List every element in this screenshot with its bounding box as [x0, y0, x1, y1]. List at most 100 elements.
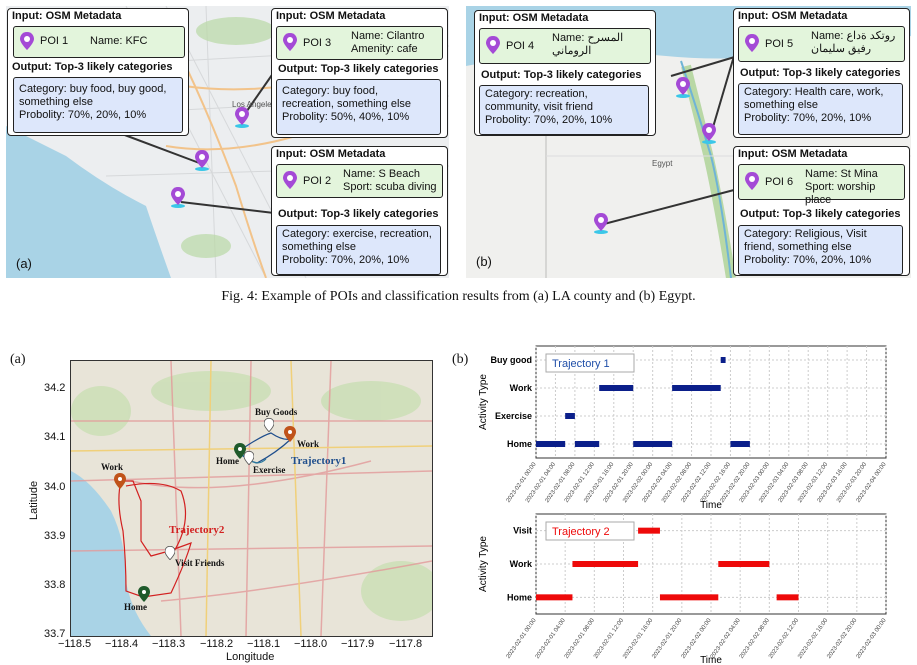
poi5-input-box: POI 5 Name: روتكد ةداع رفيق سليمان — [738, 26, 905, 62]
x-tick-label: 2023-02-01 12:00 — [593, 617, 625, 660]
x-tick-label: 2023-02-02 20:00 — [826, 617, 858, 660]
poi2-output-box: Category: exercise, recreation, somethin… — [276, 225, 441, 275]
x-tick-label: 2023-02-02 04:00 — [710, 617, 742, 660]
gantt-bar — [718, 561, 770, 567]
poi1-output-line: Probolity: 70%, 20%, 10% — [19, 109, 147, 121]
poi3-output-line: Category: buy food, — [282, 85, 379, 97]
poi6-output-line: Probolity: 70%, 20%, 10% — [744, 254, 872, 266]
poi-pin-icon — [486, 36, 500, 54]
fig5-map-plot: Buy Goods Work Home Exercise Trajectory1… — [70, 360, 433, 637]
x-axis-label: Time — [700, 500, 722, 510]
legend-box — [545, 353, 635, 373]
poi1-name: Name: KFC — [90, 35, 148, 47]
label-home-2: Home — [124, 602, 147, 612]
legend-title: Trajectory 2 — [552, 526, 610, 538]
home-pin-icon-2 — [138, 586, 150, 602]
label-trajectory1: Trajectory1 — [291, 455, 347, 467]
ytick: 34.0 — [44, 481, 66, 493]
poi3-label: POI 3 — [303, 37, 332, 49]
map-pin-icon-poi1 — [195, 150, 209, 171]
poi3-input-header: Input: OSM Metadata — [276, 10, 386, 22]
y-tick-label: Exercise — [495, 411, 532, 421]
poi6-name-line: Name: St Mina — [805, 168, 878, 180]
poi5-name-line: Name: روتكد ةداع — [811, 30, 896, 42]
gantt-bar — [574, 441, 600, 447]
poi5-output-line: Probolity: 70%, 20%, 10% — [744, 112, 872, 124]
la-map-art — [6, 6, 449, 278]
y-axis-label: Activity Type — [478, 536, 489, 592]
label-work-1: Work — [297, 439, 320, 449]
x-tick-label: 2023-02-01 08:00 — [564, 617, 596, 660]
label-work-2: Work — [101, 462, 124, 472]
poi-pin-icon — [20, 32, 34, 50]
poi6-input-box: POI 6 Name: St Mina Sport: worship place — [738, 164, 905, 206]
figure4-caption: Fig. 4: Example of POIs and classificati… — [221, 289, 696, 304]
xtick: −118.1 — [247, 638, 281, 650]
x-tick-label: 2023-02-01 20:00 — [651, 617, 683, 660]
work-pin-icon-1 — [284, 426, 296, 442]
poi6-name: Name: St Mina Sport: worship place — [805, 168, 904, 207]
poi-pin-icon — [745, 34, 759, 52]
gantt-bar — [565, 413, 575, 419]
x-tick-label: 2023-02-03 00:00 — [856, 617, 888, 660]
y-tick-label: Home — [507, 439, 532, 449]
poi3-input-box: POI 3 Name: Cilantro Amenity: cafe — [276, 26, 443, 60]
poi-pin-icon — [283, 33, 297, 51]
xtick: −118.0 — [294, 638, 328, 650]
poi4-card: Input: OSM Metadata POI 4 Name: المسرح ا… — [474, 10, 656, 136]
poi4-name-line: الروماني — [552, 45, 592, 57]
fig5a-ylabel: Latitude — [28, 480, 40, 520]
poi5-output-header: Output: Top-3 likely categories — [740, 67, 901, 79]
poi2-output-line: something else — [282, 241, 356, 253]
fig5a-xlabel: Longitude — [226, 651, 275, 663]
poi2-name-line: Name: S Beach — [343, 168, 421, 180]
poi5-label: POI 5 — [765, 38, 794, 50]
poi3-output-line: recreation, something else — [282, 98, 412, 110]
poi5-output-line: Category: Health care, work, — [744, 86, 884, 98]
fig5-map-art — [71, 361, 432, 636]
poi-pin-icon — [283, 171, 297, 189]
poi1-input-header: Input: OSM Metadata — [12, 10, 122, 22]
poi2-output-line: Category: exercise, recreation, — [282, 228, 432, 240]
poi3-name-line: Name: Cilantro — [351, 30, 425, 42]
fig5-tag-b: (b) — [452, 352, 469, 367]
x-tick-label: 2023-02-02 16:00 — [797, 617, 829, 660]
la-map-city-label: Los Angeles — [232, 100, 276, 109]
poi6-card: Input: OSM Metadata POI 6 Name: St Mina … — [733, 146, 910, 276]
legend-box — [545, 521, 635, 541]
x-tick-label: 2023-02-01 00:00 — [506, 617, 538, 660]
poi3-output-box: Category: buy food, recreation, somethin… — [276, 79, 441, 135]
poi2-output-header: Output: Top-3 likely categories — [278, 208, 439, 220]
poi2-input-header: Input: OSM Metadata — [276, 148, 386, 160]
gantt-bar — [776, 594, 799, 601]
x-tick-label: 2023-02-01 04:00 — [535, 617, 567, 660]
poi4-output-line: community, visit friend — [485, 101, 593, 113]
poi5-name-line: رفيق سليمان — [811, 43, 872, 55]
gantt-bar — [720, 357, 726, 363]
y-tick-label: Work — [510, 559, 533, 569]
visit-pin-icon — [165, 546, 175, 560]
ytick: 34.1 — [44, 431, 66, 443]
xtick: −117.9 — [341, 638, 375, 650]
gantt-bar — [633, 441, 673, 447]
gantt-bar — [572, 561, 639, 567]
x-axis-label: Time — [700, 655, 722, 665]
poi4-input-header: Input: OSM Metadata — [479, 12, 589, 24]
y-tick-label: Buy good — [491, 355, 533, 365]
poi5-name: Name: روتكد ةداع رفيق سليمان — [811, 30, 895, 56]
legend-title: Trajectory 1 — [552, 358, 610, 370]
x-tick-label: 2023-02-02 00:00 — [681, 617, 713, 660]
xtick: −118.3 — [152, 638, 186, 650]
ytick: 34.2 — [44, 382, 66, 394]
poi3-name: Name: Cilantro Amenity: cafe — [351, 30, 424, 56]
ytick: 33.8 — [44, 579, 66, 591]
poi1-card: Input: OSM Metadata POI 1 Name: KFC Outp… — [7, 8, 189, 136]
poi4-name: Name: المسرح الروماني — [552, 32, 623, 58]
poi6-name-line: Sport: worship place — [805, 181, 876, 206]
poi6-output-header: Output: Top-3 likely categories — [740, 208, 901, 220]
y-axis-label: Activity Type — [478, 374, 489, 430]
map-pin-icon-poi2 — [171, 187, 185, 208]
map-pin-icon-poi5 — [702, 123, 716, 144]
